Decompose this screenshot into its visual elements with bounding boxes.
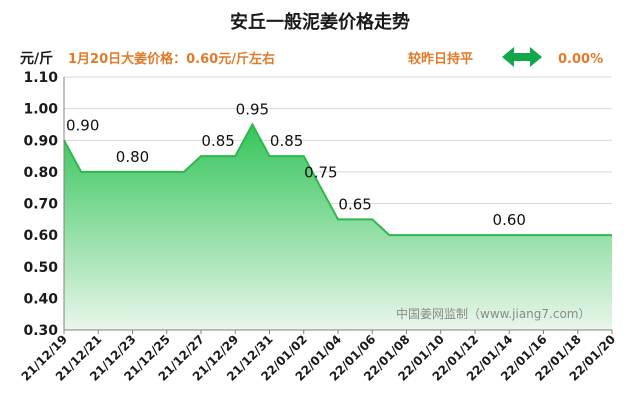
data-label: 0.85 <box>201 132 234 150</box>
data-label: 0.60 <box>493 211 526 229</box>
y-tick-label: 0.30 <box>23 323 58 339</box>
data-labels: 0.900.800.850.950.850.750.650.60 <box>66 100 526 229</box>
y-tick-label: 0.60 <box>23 228 58 244</box>
y-unit-label: 元/斤 <box>20 50 53 67</box>
price-line <box>63 122 612 237</box>
y-tick-label: 0.90 <box>23 133 58 149</box>
double-arrow-icon <box>502 47 542 67</box>
data-label: 0.75 <box>304 164 337 182</box>
y-tick-label: 1.10 <box>23 70 58 86</box>
chart-title: 安丘一般泥姜价格走势 <box>230 11 410 33</box>
y-tick-label: 0.70 <box>23 197 58 213</box>
y-tick-label: 0.80 <box>23 165 58 181</box>
price-area <box>64 124 612 330</box>
change-label: 较昨日持平 <box>408 51 473 67</box>
change-percent: 0.00% <box>558 52 603 67</box>
y-tick-label: 0.40 <box>23 291 58 307</box>
y-tick-labels: 0.30 0.40 0.50 0.60 0.70 0.80 0.90 1.00 1.10 <box>23 70 58 339</box>
y-tick-label: 1.00 <box>23 102 58 118</box>
data-label: 0.65 <box>338 195 371 213</box>
watermark: 中国姜网监制（www.jiang7.com） <box>396 306 590 321</box>
data-label: 0.90 <box>66 116 99 134</box>
x-tick-labels: 21/12/1921/12/2121/12/2321/12/2521/12/27… <box>19 330 618 384</box>
data-label: 0.80 <box>116 148 149 166</box>
data-label: 0.95 <box>236 100 269 118</box>
y-tick-label: 0.50 <box>23 260 58 276</box>
data-label: 0.85 <box>270 132 303 150</box>
price-summary: 1月20日大姜价格：0.60元/斤左右 <box>68 51 275 67</box>
